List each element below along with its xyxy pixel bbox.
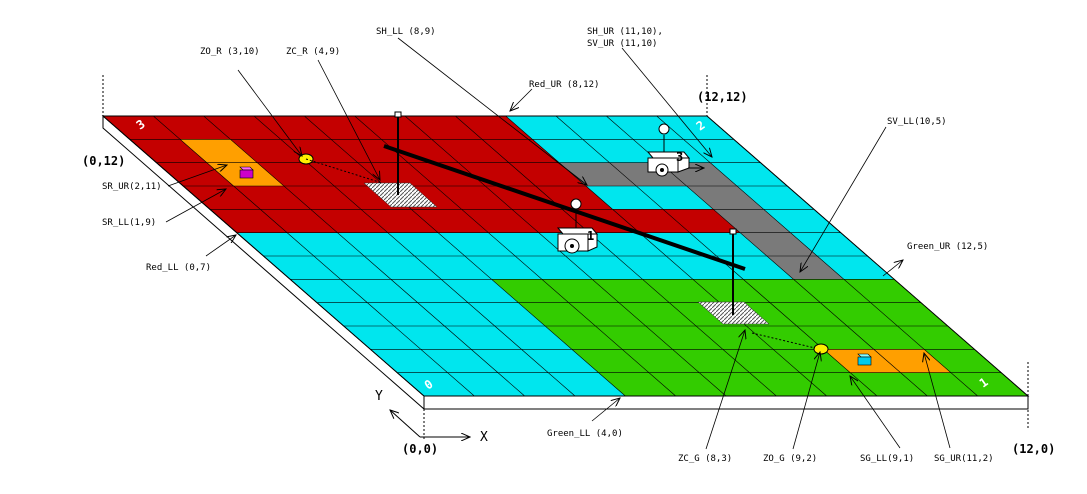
y-axis-label: Y [375,389,383,404]
leader-lines [165,37,951,450]
red-ll-label: Red_LL (0,7) [146,263,211,273]
sh-ur-label: SH_UR (11,10), [587,27,663,37]
sv-ur-label: SV_UR (11,10) [587,39,657,49]
sh-ll-label: SH_LL (8,9) [376,27,436,37]
sr-ur-label: SR_UR(2,11) [102,182,162,192]
pole-red-cap [394,111,402,118]
corner-0-12-label: (0,12) [82,154,125,168]
cyan-cube [857,353,872,366]
x-axis-label: X [480,430,488,445]
grid-line-col [656,115,978,397]
zo-r-dash [305,158,383,184]
zc-r-label: ZC_R (4,9) [286,47,340,57]
sg-ll-label: SG_LL(9,1) [860,454,914,464]
corner-12-0-label: (12,0) [1012,442,1055,456]
corner-12-12-label: (12,12) [697,90,748,104]
zo-g-ball [813,343,829,355]
sv-strip [659,162,844,280]
sr-ll-label: SR_LL(1,9) [102,218,156,228]
black-bar [383,144,746,271]
robot-3-label: 3 [676,150,683,164]
zo-g-dash [751,332,816,349]
green-ur-label: Green_UR (12,5) [907,242,988,252]
robot-1-label: 1 [587,229,594,243]
zc-r-pad [363,182,438,208]
zo-r-label: ZO_R (3,10) [200,47,260,57]
robot-3: 3 [646,123,704,177]
origin-label: (0,0) [402,442,438,456]
magenta-cube [239,166,254,179]
pole-green-cap [729,228,737,235]
robot-1: 1 [556,198,599,254]
sg-ur-label: SG_UR(11,2) [934,454,994,464]
zo-g-label: ZO_G (9,2) [763,454,817,464]
green-ll-label: Green_LL (4,0) [547,429,623,439]
y-axis-arrow [390,410,421,438]
sh-strip [559,162,737,186]
sv-ll-label: SV_LL(10,5) [887,117,947,127]
red-ur-label: Red_UR (8,12) [529,80,599,90]
zc-g-label: ZC_G (8,3) [678,454,732,464]
